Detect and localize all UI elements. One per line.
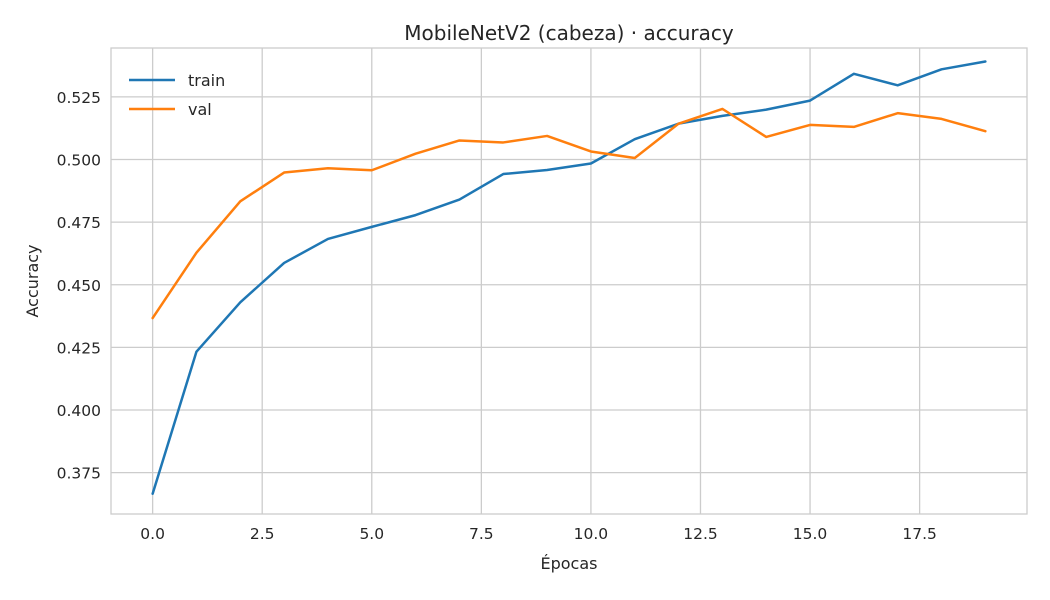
series-lines [151, 60, 987, 495]
y-tick-label: 0.375 [57, 465, 101, 483]
chart-title: MobileNetV2 (cabeza) · accuracy [404, 21, 734, 45]
plot-frame [110, 47, 1028, 515]
y-tick-label: 0.525 [57, 89, 101, 107]
y-tick-label: 0.500 [57, 151, 101, 169]
legend-label-train: train [188, 71, 225, 90]
y-axis-label: Accuracy [23, 244, 42, 317]
x-axis-label: Épocas [541, 554, 598, 573]
series-line-val [151, 107, 987, 320]
x-tick-label: 5.0 [359, 525, 384, 543]
legend: train val [129, 71, 225, 119]
legend-label-val: val [188, 100, 212, 119]
x-tick-label: 17.5 [902, 525, 937, 543]
x-tick-label: 2.5 [250, 525, 275, 543]
x-tick-label: 0.0 [140, 525, 165, 543]
y-tick-label: 0.450 [57, 277, 101, 295]
x-tick-label: 10.0 [574, 525, 609, 543]
x-tick-label: 12.5 [683, 525, 718, 543]
grid [111, 48, 1027, 514]
y-tick-label: 0.425 [57, 339, 101, 357]
series-line-train [151, 60, 987, 495]
y-tick-label: 0.475 [57, 214, 101, 232]
x-tick-labels: 0.0 2.5 5.0 7.5 10.0 12.5 15.0 17.5 [140, 525, 937, 543]
y-tick-labels: 0.375 0.400 0.425 0.450 0.475 0.500 0.525 [57, 89, 101, 483]
y-tick-label: 0.400 [57, 402, 101, 420]
x-tick-label: 15.0 [793, 525, 828, 543]
x-tick-label: 7.5 [469, 525, 494, 543]
